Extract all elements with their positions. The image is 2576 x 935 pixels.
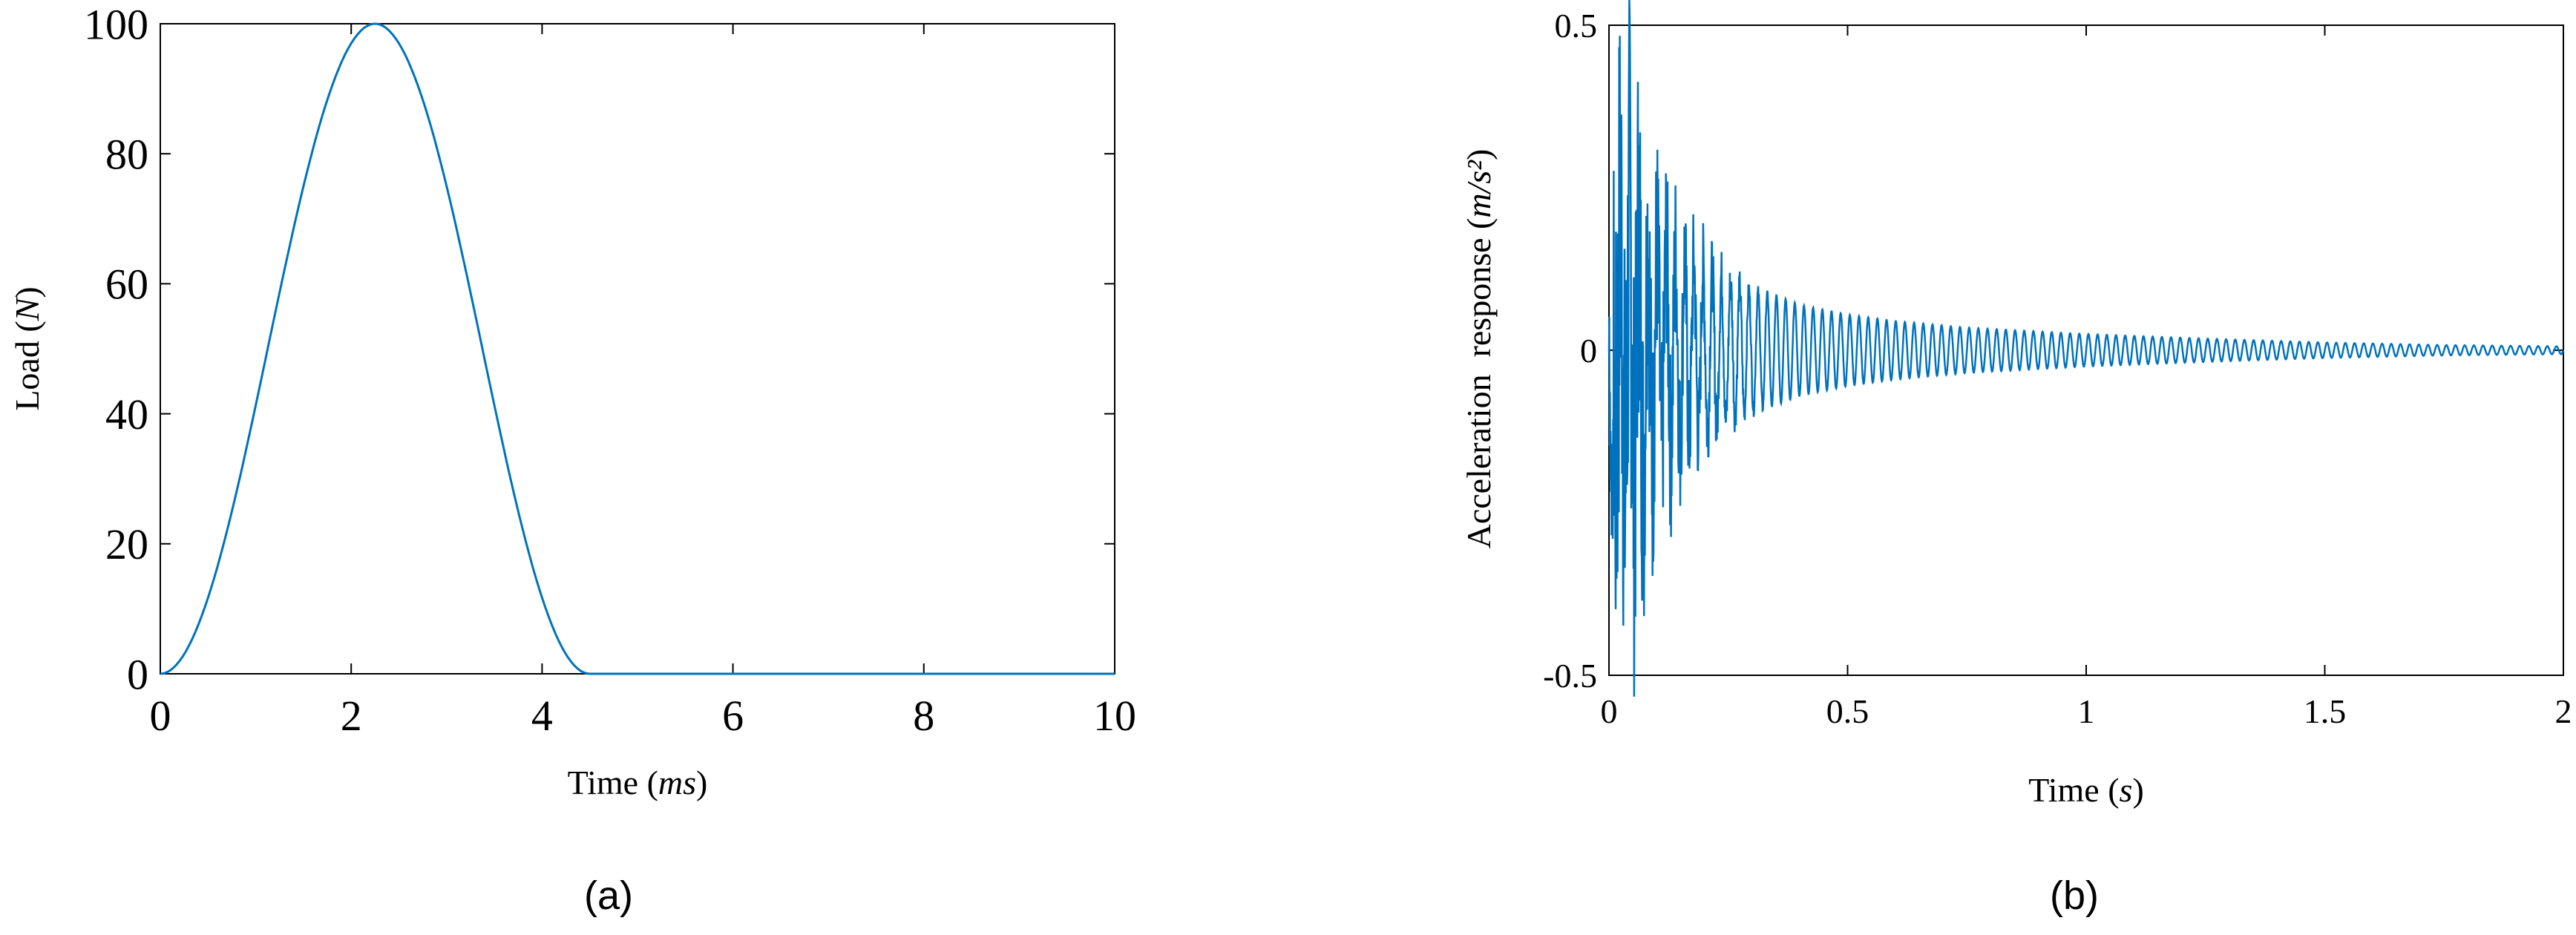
panel-b-y-label-open-paren: ( — [1460, 218, 1498, 229]
panel-a-x-label-open-paren: ( — [647, 764, 658, 801]
panel-a-x-tick-label: 10 — [1093, 692, 1136, 740]
panel-a-x-tick-label: 6 — [722, 692, 744, 740]
panel-b-y-axis-label: Acceleration response (m/s²) — [1460, 149, 1498, 549]
panel-b-acceleration-series-line — [1607, 0, 2565, 697]
panel-a-x-tick-label: 4 — [531, 692, 553, 740]
panel-b-chart: -0.500.5 0 0.5 1 1.5 2 Acceleration response… — [1460, 0, 2572, 918]
panel-b-y-ticks: -0.5 0 0.5 — [1543, 7, 2563, 695]
panel-a-x-tick-label: 2 — [341, 692, 362, 740]
panel-b-x-ticks: 0 0.5 1 1.5 2 — [1601, 25, 2572, 730]
panel-b-y-label-unit: m/s² — [1460, 160, 1498, 218]
panel-b-x-tick-label: 1 — [2078, 692, 2095, 730]
panel-a-x-label-close-paren: ) — [696, 764, 707, 801]
panel-b-x-label-text: Time — [2028, 771, 2099, 809]
panel-a-load-series-line — [160, 22, 1115, 675]
panel-b-y-tick-label: -0.5 — [1543, 657, 1597, 695]
panel-b-x-tick-label: 0 — [1601, 692, 1618, 730]
panel-b-caption: (b) — [2050, 873, 2099, 918]
panel-b-y-label-text: Acceleration response — [1460, 237, 1498, 548]
panel-b-x-label-open-paren: ( — [2108, 771, 2119, 809]
panel-a-x-ticks: 0 2 4 6 8 10 — [150, 24, 1136, 740]
panel-a-x-tick-label: 0 — [150, 692, 171, 740]
panel-b-y-tick-label: 0 — [1580, 332, 1597, 370]
panel-a-y-label-open-paren: ( — [8, 321, 46, 332]
panel-a-y-tick-label: 100 — [84, 0, 148, 48]
panel-a-y-tick-label: 80 — [105, 131, 148, 179]
panel-a-y-ticks: 0 20 40 60 80 100 — [84, 0, 1115, 698]
panel-a-y-tick-label: 0 — [127, 650, 148, 698]
panel-b-x-label-unit: s — [2120, 771, 2133, 809]
panel-a-y-label-close-paren: ) — [8, 286, 46, 298]
panel-a-caption: (a) — [584, 873, 633, 918]
panel-b-y-tick-label: 0.5 — [1555, 7, 1598, 45]
panel-b-x-tick-label: 2 — [2555, 692, 2572, 730]
panel-a-y-tick-label: 60 — [105, 260, 148, 309]
panel-b-x-axis-label: Time (s) — [2028, 771, 2144, 809]
panel-a-x-tick-label: 8 — [913, 692, 934, 740]
panel-a-x-axis-label: Time (ms) — [568, 764, 708, 801]
panel-a-y-tick-label: 20 — [105, 520, 148, 568]
panel-a-y-tick-label: 40 — [105, 390, 148, 439]
panel-a-plot-frame — [160, 23, 1115, 675]
panel-a-y-axis-label: Load (N) — [8, 286, 46, 410]
panel-a-x-label-text: Time — [568, 764, 638, 801]
panel-a-y-label-text: Load — [8, 341, 46, 411]
panel-a-y-label-unit: N — [8, 296, 46, 321]
panel-b-x-tick-label: 0.5 — [1826, 692, 1869, 730]
panel-a-x-label-unit: ms — [658, 764, 696, 801]
panel-b-y-label-close-paren: ) — [1460, 149, 1498, 160]
panel-b-x-label-close-paren: ) — [2132, 771, 2143, 809]
panel-b-x-tick-label: 1.5 — [2304, 692, 2347, 730]
